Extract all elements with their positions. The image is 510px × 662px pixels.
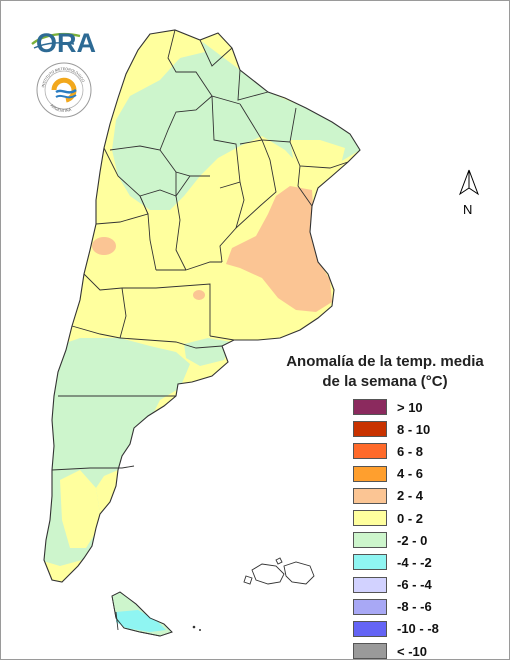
anomaly-spot-central-warm xyxy=(193,290,205,300)
legend-swatch xyxy=(353,598,387,615)
province-boundaries xyxy=(43,29,361,583)
anomaly-zone-coast-cool xyxy=(184,338,232,366)
legend-label: 0 - 2 xyxy=(397,510,424,526)
legend-swatch xyxy=(353,465,387,482)
legend-item: 4 - 6 xyxy=(353,463,439,485)
svg-text:ARGENTINA: ARGENTINA xyxy=(49,103,72,113)
seal-bottom-text: ARGENTINA xyxy=(49,103,72,113)
legend-title: Anomalía de la temp. media de la semana … xyxy=(270,352,500,392)
legend-item: 2 - 4 xyxy=(353,485,439,507)
north-arrow-icon xyxy=(458,169,480,196)
legend-label: < -10 xyxy=(397,643,427,659)
ora-logo: ORA xyxy=(30,28,100,62)
legend-item: -6 - -4 xyxy=(353,574,439,596)
legend-item: 0 - 2 xyxy=(353,507,439,529)
legend-item: > 10 xyxy=(353,396,439,418)
legend-label: -6 - -4 xyxy=(397,577,432,593)
legend-label: 2 - 4 xyxy=(397,488,424,504)
legend-label: -8 - -6 xyxy=(397,599,432,615)
legend-swatch xyxy=(353,643,387,660)
legend-item: -10 - -8 xyxy=(353,618,439,640)
legend: > 10 8 - 10 6 - 8 4 - 6 2 - 4 0 - 2 -2 - 0 -4 -… xyxy=(353,396,439,662)
legend-swatch xyxy=(353,576,387,593)
anomaly-zone-patagonia-cool xyxy=(44,338,190,566)
legend-item: -8 - -6 xyxy=(353,596,439,618)
anomaly-zone-south-warm xyxy=(60,470,100,548)
legend-item: 8 - 10 xyxy=(353,418,439,440)
anomaly-zone-north-cool xyxy=(112,40,360,210)
legend-swatch xyxy=(353,554,387,571)
legend-swatch xyxy=(353,510,387,527)
ora-swoosh-icon xyxy=(31,32,81,49)
legend-label: 4 - 6 xyxy=(397,466,424,482)
islas-malvinas xyxy=(243,557,315,585)
anomaly-zone-far-north-warm xyxy=(128,34,205,78)
anomaly-zone-northeast-warm xyxy=(290,140,345,182)
legend-label: -2 - 0 xyxy=(397,532,428,548)
legend-title-line1: Anomalía de la temp. media xyxy=(286,353,484,370)
legend-label: -4 - -2 xyxy=(397,554,432,570)
ora-logo-text: ORA xyxy=(36,28,96,58)
legend-swatch xyxy=(353,487,387,504)
legend-label: -10 - -8 xyxy=(397,621,439,637)
legend-swatch xyxy=(353,532,387,549)
legend-item: < -10 xyxy=(353,640,439,662)
legend-title-line2: de la semana (°C) xyxy=(322,373,448,390)
legend-label: 6 - 8 xyxy=(397,443,424,459)
legend-item: 6 - 8 xyxy=(353,440,439,462)
legend-swatch xyxy=(353,443,387,460)
north-arrow-label: N xyxy=(463,202,473,217)
tierra-del-fuego-cold-patch xyxy=(116,610,166,632)
legend-item: -4 - -2 xyxy=(353,551,439,573)
legend-item: -2 - 0 xyxy=(353,529,439,551)
legend-label: > 10 xyxy=(397,399,423,415)
legend-label: 8 - 10 xyxy=(397,421,431,437)
anomaly-spot-west-warm xyxy=(92,237,116,255)
institute-seal-logo: INSTITUTO METEOROLÓGICO ARGENTINA xyxy=(36,62,92,118)
legend-swatch xyxy=(353,620,387,637)
anomaly-zone-east-warm xyxy=(226,186,332,312)
legend-swatch xyxy=(353,399,387,416)
legend-swatch xyxy=(353,421,387,438)
